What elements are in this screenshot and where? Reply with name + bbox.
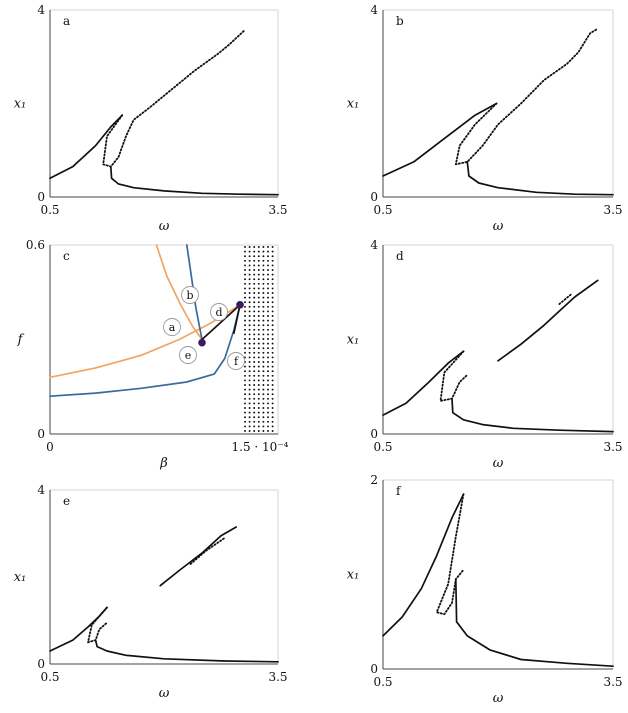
- series-line-5: [189, 537, 226, 565]
- x-axis-label: β: [159, 456, 168, 471]
- x-tick-label: 3.5: [268, 670, 287, 684]
- y-tick-label: 4: [370, 3, 378, 17]
- x-axis-label: ω: [493, 691, 504, 706]
- x-tick-label: 0.5: [373, 440, 392, 454]
- y-tick-label: 0: [370, 662, 378, 676]
- region-label: f: [234, 355, 239, 368]
- y-tick-label: 0: [370, 190, 378, 204]
- panel-f: f 0.5 3.5 0 2 ω x₁: [347, 473, 623, 706]
- y-tick-label: 0: [37, 190, 45, 204]
- panel-b: b 0.5 3.5 0 4 ω x₁: [347, 3, 623, 234]
- y-axis-label: x₁: [347, 97, 360, 112]
- y-tick-label: 0: [37, 657, 45, 671]
- series-line-1: [382, 493, 465, 637]
- region-label: d: [215, 306, 222, 319]
- region-marker-a: [163, 318, 181, 336]
- series-line-1: [382, 350, 465, 416]
- panel-a: a 0.5 3.5 0 4 ω x₁: [14, 3, 288, 234]
- region-marker-f: [227, 352, 245, 370]
- y-axis-label: x₁: [347, 333, 360, 348]
- series-line-2: [102, 30, 245, 168]
- panel-e: e 0.5 3.5 0 4 ω x₁: [14, 483, 288, 701]
- series-line-3: [94, 639, 279, 663]
- series-line-2: [435, 493, 465, 616]
- region-label: e: [185, 349, 192, 362]
- series-line-1: [49, 304, 241, 379]
- x-tick-label: 1.5 · 10⁻⁴: [232, 440, 289, 454]
- series-line-3: [109, 165, 279, 196]
- panel-letter: e: [63, 494, 70, 508]
- y-tick-label: 4: [370, 238, 378, 252]
- x-tick-label: 3.5: [603, 203, 622, 217]
- series-line-5: [558, 293, 572, 305]
- series-line-1: [49, 114, 124, 180]
- panel-letter: c: [63, 249, 70, 263]
- x-tick-label: 3.5: [268, 203, 287, 217]
- x-axis-label: ω: [159, 219, 170, 234]
- x-axis-label: ω: [493, 456, 504, 471]
- x-axis-label: ω: [159, 686, 170, 701]
- series-line-3: [454, 578, 614, 668]
- x-tick-label: 0.5: [40, 670, 59, 684]
- region-label: a: [169, 321, 176, 334]
- series-line-2: [87, 606, 108, 644]
- x-axis-label: ω: [493, 219, 504, 234]
- panel-d: d 0.5 3.5 0 4 ω x₁: [347, 238, 623, 471]
- series-line-5: [201, 304, 241, 341]
- y-axis-label: x₁: [14, 97, 27, 112]
- series-line-4: [497, 279, 599, 362]
- x-tick-label: 3.5: [603, 440, 622, 454]
- series-line-4: [159, 526, 238, 587]
- unstable-region: [244, 246, 274, 432]
- x-tick-label: 0.5: [40, 203, 59, 217]
- bifurcation-point-1: [198, 338, 206, 347]
- panel-letter: d: [396, 249, 404, 263]
- x-tick-label: 0.5: [373, 203, 392, 217]
- y-tick-label: 0: [370, 427, 378, 441]
- bifurcation-point-2: [236, 301, 244, 309]
- y-tick-label: 2: [370, 473, 378, 487]
- series-line-2: [155, 244, 203, 341]
- series-line-3: [49, 304, 241, 398]
- y-axis-label: x₁: [14, 570, 27, 585]
- series-line-3: [466, 161, 614, 196]
- y-axis-label: f: [17, 333, 25, 348]
- series-line-1: [49, 606, 108, 652]
- series-line-2: [439, 350, 469, 402]
- panel-letter: f: [396, 484, 402, 498]
- panel-c: a b d e f c 0 1.5 · 10⁻⁴ 0 0.6 β f: [17, 238, 289, 471]
- series-line-2: [454, 27, 599, 166]
- series-line-1: [382, 102, 498, 177]
- region-marker-b: [181, 286, 199, 304]
- region-label: b: [186, 289, 193, 302]
- x-tick-label: 0.5: [373, 675, 392, 689]
- y-tick-label: 0.6: [26, 238, 45, 252]
- y-axis-label: x₁: [347, 568, 360, 583]
- region-marker-d: [210, 303, 228, 321]
- y-tick-label: 4: [37, 3, 45, 17]
- region-marker-e: [179, 346, 197, 364]
- panel-letter: b: [396, 14, 404, 28]
- x-tick-label: 0: [46, 440, 54, 454]
- y-tick-label: 4: [37, 483, 45, 497]
- y-tick-label: 0: [37, 427, 45, 441]
- series-line-3: [451, 397, 614, 433]
- panel-letter: a: [63, 14, 70, 28]
- series-line-6: [233, 304, 241, 335]
- x-tick-label: 3.5: [603, 675, 622, 689]
